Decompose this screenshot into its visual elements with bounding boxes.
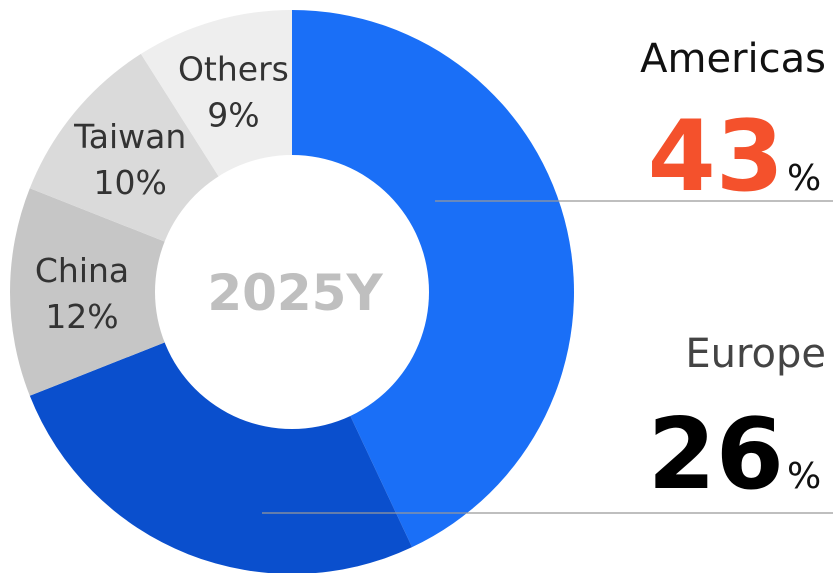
category-label: Americas [640, 36, 826, 82]
category-label: Europe [685, 331, 826, 377]
category-label: Taiwan [73, 117, 186, 156]
slice [292, 10, 574, 548]
unit-label: % [787, 158, 821, 199]
unit-label: % [787, 456, 821, 497]
value-label: 26 [648, 398, 784, 512]
category-label: Others [178, 49, 289, 88]
center-label: 2025Y [207, 264, 383, 322]
value-label: 43 [648, 100, 784, 214]
category-label: China [35, 251, 129, 290]
value-label: 9% [207, 95, 259, 134]
value-label: 10% [94, 163, 167, 202]
value-label: 12% [45, 297, 118, 336]
slice [9, 188, 292, 396]
donut-hole [155, 155, 429, 429]
